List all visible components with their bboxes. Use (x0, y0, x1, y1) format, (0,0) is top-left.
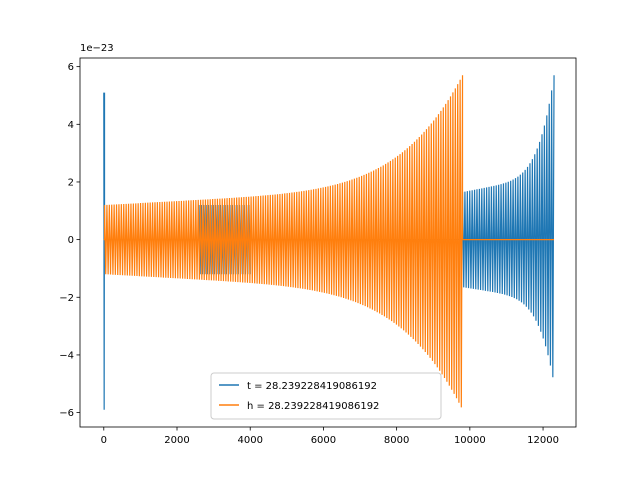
legend-entry: t = 28.239228419086192 (247, 381, 377, 392)
x-tick-label: 10000 (454, 435, 486, 446)
y-tick-label: 6 (68, 62, 74, 73)
y-tick-label: −2 (59, 293, 74, 304)
legend: t = 28.239228419086192 h = 28.23922841908… (210, 372, 442, 420)
y-tick-label: 2 (68, 177, 74, 188)
plot-area (103, 75, 555, 410)
series-line-h (103, 75, 555, 408)
axes-frame (79, 57, 577, 428)
y-axis: −6 −4 −2 0 2 4 6 (59, 62, 80, 419)
x-tick-label: 8000 (384, 435, 409, 446)
x-axis: 0 2000 4000 6000 8000 10000 12000 (101, 427, 559, 446)
y-tick-label: −6 (59, 408, 74, 419)
x-tick-label: 12000 (527, 435, 559, 446)
y-tick-label: 0 (68, 235, 74, 246)
legend-box (210, 372, 442, 420)
x-tick-label: 0 (101, 435, 107, 446)
y-offset-label: 1e−23 (80, 43, 114, 54)
y-tick-label: 4 (68, 120, 74, 131)
legend-entry: h = 28.239228419086192 (247, 401, 379, 412)
x-tick-label: 4000 (237, 435, 262, 446)
x-tick-label: 6000 (311, 435, 336, 446)
x-tick-label: 2000 (164, 435, 189, 446)
y-tick-label: −4 (59, 350, 74, 361)
